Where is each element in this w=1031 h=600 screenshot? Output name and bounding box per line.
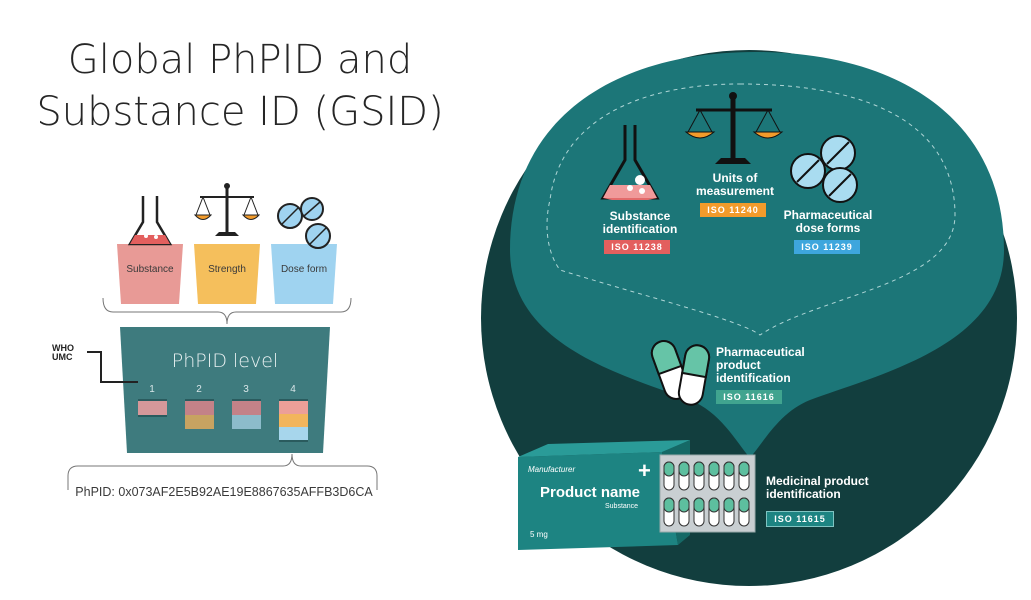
substance-id-line-1: Substance xyxy=(609,209,671,223)
product-name-text: Product name xyxy=(540,484,641,501)
strength-label: Strength xyxy=(208,264,246,275)
pharma-product-label: Pharmaceutical product identification xyxy=(716,346,826,385)
substance-id-label: Substance identification xyxy=(595,210,685,236)
iso-11616-badge: ISO 11616 xyxy=(716,390,782,404)
level-number-3: 3 xyxy=(243,384,249,395)
blister-capsule xyxy=(738,497,750,527)
dose-forms-label: Pharmaceutical dose forms xyxy=(778,209,878,235)
who-text: WHO xyxy=(52,343,74,353)
substance-label: Substance xyxy=(126,264,174,275)
capsules-icon xyxy=(650,340,711,406)
dose-form-label: Dose form xyxy=(280,264,328,275)
level-2-window xyxy=(185,399,214,429)
blister-capsule xyxy=(723,497,735,527)
blister-capsule xyxy=(708,461,720,491)
level-3-window xyxy=(232,399,261,429)
units-line-2: measurement xyxy=(695,184,775,198)
medicinal-product-line-1: Medicinal product xyxy=(766,474,869,488)
title-line-1: Global PhPID and xyxy=(67,37,413,83)
slide-title: Global PhPID and Substance ID (GSID) xyxy=(30,34,450,138)
pharma-product-line-1: Pharmaceutical xyxy=(716,345,805,359)
large-pills-icon xyxy=(790,135,858,203)
blister-capsule xyxy=(708,497,720,527)
pills-icon xyxy=(277,197,331,249)
iso-11240-badge: ISO 11240 xyxy=(700,203,766,217)
substance-id-line-2: identification xyxy=(602,222,678,236)
who-connector xyxy=(87,351,138,383)
blister-capsule xyxy=(693,497,705,527)
strength-cup xyxy=(194,244,260,304)
flask-icon xyxy=(127,196,173,246)
iso-11238-badge: ISO 11238 xyxy=(604,240,670,254)
box-substance-text: Substance xyxy=(605,503,639,510)
who-umc-label: WHO UMC xyxy=(52,344,74,362)
blister-capsule xyxy=(738,461,750,491)
phpid-level-box xyxy=(120,327,330,453)
umc-text: UMC xyxy=(52,352,73,362)
dose-text: 5 mg xyxy=(530,530,548,539)
dose-form-cup xyxy=(271,244,337,304)
dashed-guide xyxy=(546,83,956,336)
level-number-2: 2 xyxy=(196,384,202,395)
phpid-code: PhPID: 0x073AF2E5B92AE19E8867635AFFB3D6C… xyxy=(75,485,373,499)
iso-11615-badge: ISO 11615 xyxy=(766,511,834,527)
large-flask-icon xyxy=(600,125,660,200)
medicinal-product-line-2: identification xyxy=(766,487,841,501)
iso-11239-badge: ISO 11239 xyxy=(794,240,860,254)
blister-pack xyxy=(659,454,756,533)
substance-cup xyxy=(117,244,183,304)
scale-icon xyxy=(193,183,261,236)
blister-capsule xyxy=(663,461,675,491)
level-4-window xyxy=(279,399,308,442)
title-line-2: Substance ID (GSID) xyxy=(36,89,444,135)
blister-capsule xyxy=(678,497,690,527)
pharma-product-line-3: identification xyxy=(716,371,791,385)
pharma-product-line-2: product xyxy=(716,358,761,372)
level-number-1: 1 xyxy=(149,384,155,395)
level-1-window xyxy=(138,399,167,417)
blister-capsule xyxy=(723,461,735,491)
units-label: Units of measurement xyxy=(690,172,780,198)
blister-capsule xyxy=(693,461,705,491)
phpid-brace xyxy=(67,453,378,490)
manufacturer-text: Manufacturer xyxy=(528,465,576,474)
dose-forms-line-1: Pharmaceutical xyxy=(783,208,873,222)
phpid-level-title: PhPID level xyxy=(171,350,279,372)
dose-forms-line-2: dose forms xyxy=(795,221,861,235)
blister-capsule xyxy=(663,497,675,527)
level-number-4: 4 xyxy=(290,384,296,395)
units-line-1: Units of xyxy=(712,171,758,185)
medicinal-product-label: Medicinal product identification xyxy=(766,475,886,501)
large-scale-icon xyxy=(684,92,784,164)
cups-brace xyxy=(102,297,352,325)
plus-icon: + xyxy=(638,458,651,483)
blister-capsule xyxy=(678,461,690,491)
